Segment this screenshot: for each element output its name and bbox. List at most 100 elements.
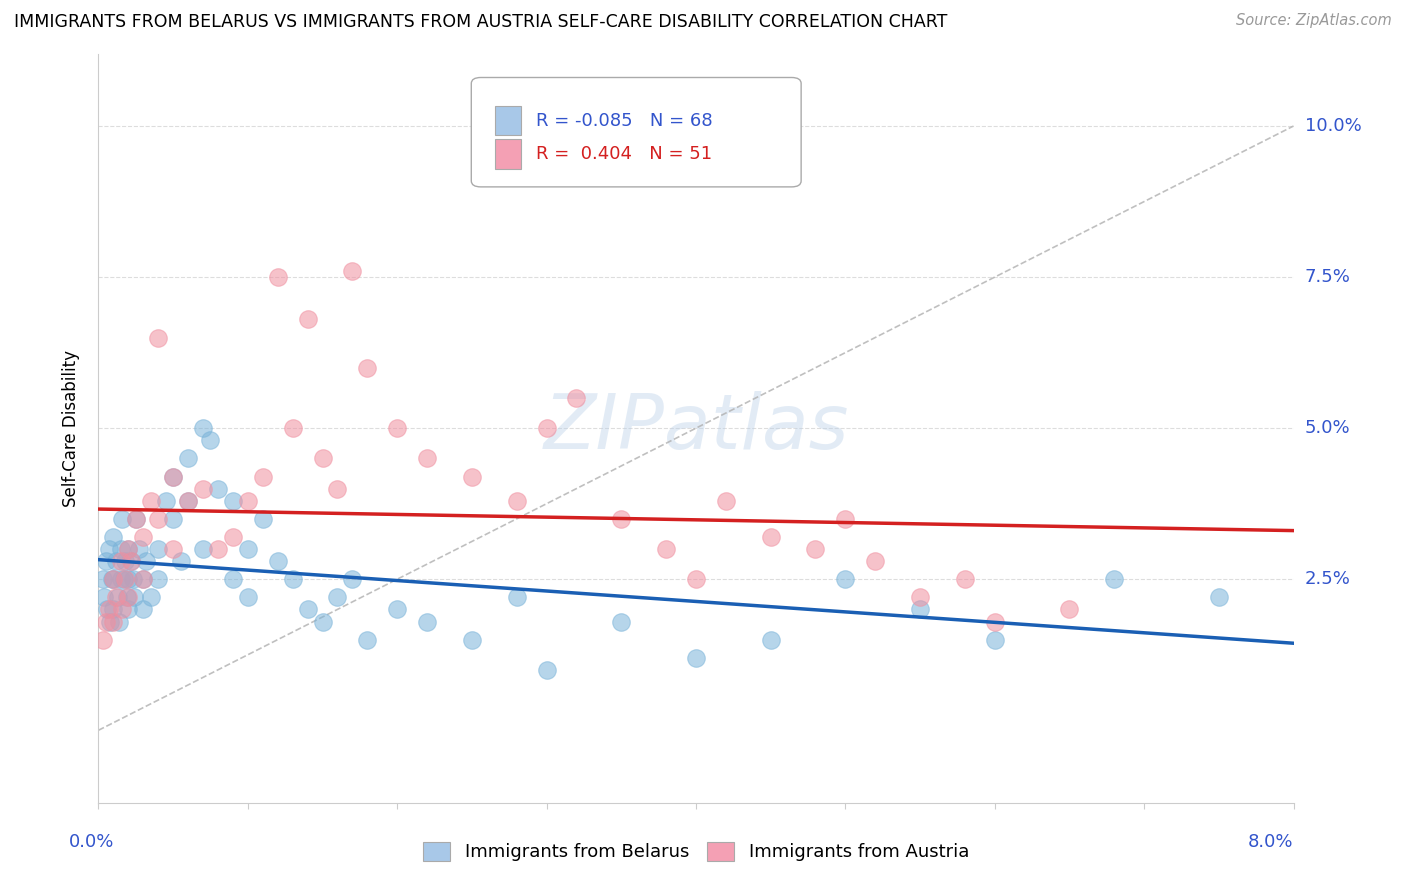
Point (385, 602, 409, 616)
Point (111, 512, 134, 526)
Point (953, 572, 976, 586)
Point (107, 591, 129, 605)
Point (110, 554, 132, 568)
Point (356, 632, 378, 647)
Text: 5.0%: 5.0% (1305, 419, 1350, 437)
Point (139, 591, 162, 605)
Point (94, 615, 117, 629)
Point (110, 572, 132, 586)
FancyBboxPatch shape (471, 78, 801, 187)
Point (655, 541, 678, 556)
Point (385, 421, 409, 435)
Point (96, 602, 118, 616)
Point (120, 554, 142, 568)
Point (169, 554, 191, 568)
Point (326, 591, 349, 605)
Bar (495, 105, 522, 136)
Bar (495, 138, 522, 169)
Text: 0.0%: 0.0% (69, 833, 114, 851)
Point (114, 572, 136, 586)
Point (125, 512, 148, 526)
Point (177, 493, 200, 508)
Text: 7.5%: 7.5% (1305, 268, 1351, 286)
Point (610, 512, 633, 526)
Point (236, 541, 259, 556)
Point (103, 602, 125, 616)
Text: IMMIGRANTS FROM BELARUS VS IMMIGRANTS FROM AUSTRIA SELF-CARE DISABILITY CORRELAT: IMMIGRANTS FROM BELARUS VS IMMIGRANTS FR… (14, 13, 948, 31)
Point (297, 602, 319, 616)
Point (236, 591, 259, 605)
Point (207, 541, 229, 556)
Point (105, 554, 128, 568)
Point (200, 434, 222, 448)
Point (222, 530, 245, 544)
Point (103, 615, 125, 629)
Point (93, 591, 115, 605)
Point (506, 591, 529, 605)
Point (114, 554, 136, 568)
Point (97, 541, 120, 556)
Point (281, 421, 304, 435)
Text: ZIPatlas: ZIPatlas (543, 392, 849, 465)
Point (135, 554, 157, 568)
Point (148, 572, 170, 586)
Point (984, 615, 1007, 629)
Point (759, 530, 782, 544)
Point (759, 632, 782, 647)
Point (222, 493, 245, 508)
Point (97, 602, 120, 616)
Point (506, 493, 529, 508)
Point (610, 615, 633, 629)
Point (132, 572, 155, 586)
Point (148, 541, 170, 556)
Point (565, 391, 588, 405)
Point (1208, 591, 1230, 605)
Point (94, 554, 117, 568)
Point (1059, 602, 1081, 616)
Point (105, 591, 128, 605)
Point (121, 572, 143, 586)
Point (120, 554, 142, 568)
Point (984, 632, 1007, 647)
Point (191, 421, 214, 435)
Point (117, 602, 139, 616)
Point (108, 615, 131, 629)
Point (91, 572, 114, 586)
Text: Source: ZipAtlas.com: Source: ZipAtlas.com (1236, 13, 1392, 29)
Point (162, 469, 184, 483)
Point (132, 602, 155, 616)
Point (162, 512, 184, 526)
Point (117, 541, 139, 556)
Point (908, 591, 931, 605)
Point (112, 572, 135, 586)
Point (461, 469, 484, 483)
Point (124, 591, 146, 605)
Point (155, 493, 177, 508)
Point (177, 451, 200, 466)
Point (103, 572, 125, 586)
Point (685, 650, 707, 665)
Point (536, 663, 558, 677)
Point (139, 493, 162, 508)
Point (125, 512, 148, 526)
Point (267, 270, 290, 285)
Point (162, 541, 184, 556)
Point (128, 541, 150, 556)
Point (117, 572, 139, 586)
Point (191, 541, 214, 556)
Point (103, 572, 125, 586)
Point (326, 482, 349, 496)
Text: R =  0.404   N = 51: R = 0.404 N = 51 (536, 145, 711, 162)
Point (132, 572, 155, 586)
Point (804, 541, 827, 556)
Point (236, 493, 259, 508)
Point (311, 451, 333, 466)
Point (115, 591, 138, 605)
Point (103, 530, 125, 544)
Point (162, 469, 184, 483)
Point (461, 632, 484, 647)
Point (834, 572, 856, 586)
Point (110, 541, 132, 556)
Y-axis label: Self-Care Disability: Self-Care Disability (62, 350, 80, 507)
Point (342, 264, 364, 278)
